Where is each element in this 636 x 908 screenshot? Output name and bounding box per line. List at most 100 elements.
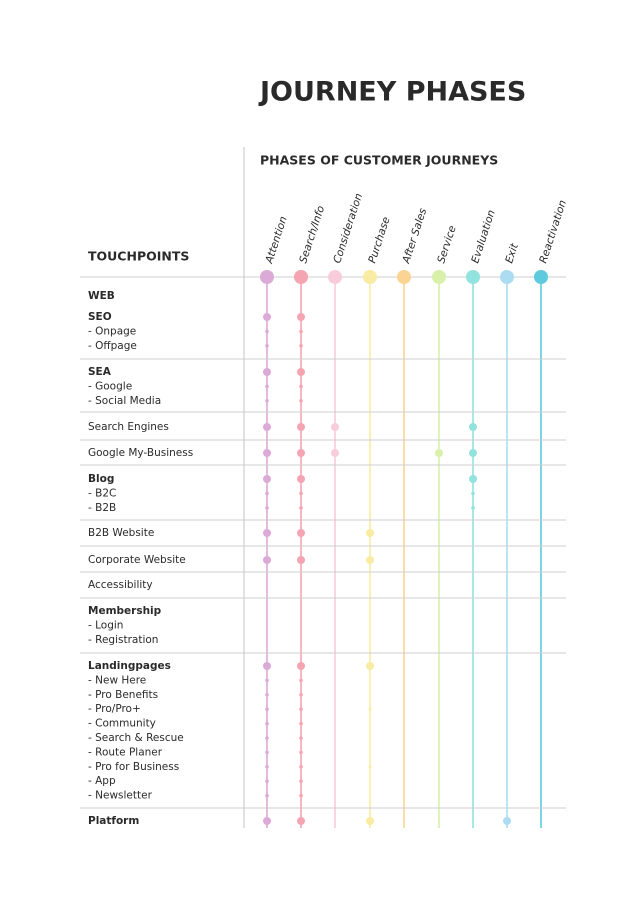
touch-dot bbox=[263, 368, 271, 376]
touchpoint-item: - B2C bbox=[88, 487, 116, 499]
phase-dot bbox=[397, 270, 411, 284]
touch-dot-small bbox=[299, 721, 303, 726]
touchpoint-item: - Community bbox=[88, 718, 156, 730]
touch-dot bbox=[297, 529, 305, 537]
touch-dot-small bbox=[299, 329, 303, 334]
touch-dot-small bbox=[299, 779, 303, 783]
touch-dot-small bbox=[299, 793, 303, 798]
phase-label: Consideration bbox=[331, 192, 365, 265]
touch-dot bbox=[297, 556, 305, 564]
touch-dot bbox=[263, 556, 271, 564]
touch-dot-small bbox=[265, 736, 269, 740]
touchpoints-label: TOUCHPOINTS bbox=[88, 249, 189, 264]
touch-dot bbox=[263, 423, 271, 431]
touchpoint: WEB bbox=[88, 290, 115, 302]
touchpoint-item: - New Here bbox=[88, 674, 146, 686]
touch-dot bbox=[297, 313, 305, 321]
phase-label: Exit bbox=[503, 241, 521, 264]
touchpoint: Search Engines bbox=[88, 421, 169, 433]
touch-dot-small bbox=[471, 506, 475, 510]
touchpoint: Membership bbox=[88, 605, 162, 617]
touch-dot bbox=[263, 475, 271, 483]
touch-dot-small bbox=[299, 506, 303, 510]
touch-dot bbox=[366, 817, 374, 825]
touchpoint: Accessibility bbox=[88, 579, 153, 591]
touchpoint-item: - App bbox=[88, 775, 116, 787]
touch-dot-small bbox=[299, 707, 303, 711]
touch-dot-small bbox=[299, 750, 303, 755]
touchpoint-item: - Route Planer bbox=[88, 746, 163, 758]
touch-dot bbox=[503, 817, 511, 825]
touch-dot-small bbox=[299, 736, 303, 740]
touchpoint-item: - Google bbox=[88, 380, 132, 392]
phase-dot bbox=[466, 270, 480, 284]
phase-label: Attention bbox=[263, 215, 290, 266]
phase-dot bbox=[363, 270, 377, 284]
touchpoint: Google My-Business bbox=[88, 447, 193, 459]
touch-dot-small bbox=[471, 491, 475, 496]
phase-label: After Sales bbox=[400, 206, 430, 265]
touch-dot bbox=[297, 662, 305, 670]
touch-dot-small bbox=[265, 765, 269, 769]
touch-dot-small bbox=[265, 693, 269, 697]
touch-dot-small bbox=[265, 491, 269, 496]
touch-dot-small bbox=[265, 399, 269, 403]
phase-label: Reactivation bbox=[537, 199, 569, 265]
touch-dot-small bbox=[299, 344, 303, 348]
touchpoint: Blog bbox=[88, 473, 114, 485]
subtitle: PHASES OF CUSTOMER JOURNEYS bbox=[260, 153, 498, 168]
touch-dot bbox=[263, 313, 271, 321]
touch-dot-small bbox=[368, 765, 372, 769]
touch-dot bbox=[469, 475, 477, 483]
touchpoint: Platform bbox=[88, 815, 139, 827]
title: JOURNEY PHASES bbox=[258, 77, 526, 108]
touch-dot bbox=[366, 529, 374, 537]
phase-dot bbox=[500, 270, 514, 284]
touch-dot-small bbox=[265, 707, 269, 711]
touch-dot bbox=[297, 368, 305, 376]
touch-dot bbox=[263, 662, 271, 670]
touch-dot bbox=[263, 529, 271, 537]
touch-dot-small bbox=[265, 793, 269, 798]
phase-dot bbox=[534, 270, 548, 284]
touch-dot-small bbox=[265, 750, 269, 755]
phase-label: Search/Info bbox=[297, 204, 327, 265]
touchpoint-item: - Offpage bbox=[88, 340, 137, 352]
touchpoint-item: - Onpage bbox=[88, 325, 136, 337]
touch-dot-small bbox=[265, 506, 269, 510]
touch-dot bbox=[469, 423, 477, 431]
touch-dot-small bbox=[265, 329, 269, 334]
touch-dot bbox=[297, 817, 305, 825]
touch-dot-small bbox=[265, 678, 269, 683]
touch-dot-small bbox=[299, 693, 303, 697]
touch-dot bbox=[331, 423, 339, 431]
touch-dot bbox=[435, 449, 443, 457]
touch-dot-small bbox=[299, 384, 303, 389]
touchpoint: B2B Website bbox=[88, 527, 154, 539]
touch-dot-small bbox=[265, 721, 269, 726]
touch-dot-small bbox=[265, 779, 269, 783]
phase-label: Service bbox=[435, 224, 458, 265]
touchpoint: SEA bbox=[88, 366, 112, 378]
touchpoint-item: - Pro Benefits bbox=[88, 689, 158, 701]
touchpoint-item: - B2B bbox=[88, 502, 116, 514]
touchpoint-item: - Login bbox=[88, 619, 123, 631]
touchpoint: SEO bbox=[88, 311, 112, 323]
touch-dot bbox=[297, 423, 305, 431]
touch-dot bbox=[263, 449, 271, 457]
touchpoint-item: - Search & Rescue bbox=[88, 732, 184, 744]
touch-dot bbox=[366, 662, 374, 670]
touch-dot bbox=[263, 817, 271, 825]
touch-dot bbox=[366, 556, 374, 564]
touch-dot-small bbox=[299, 491, 303, 496]
phase-label: Evaluation bbox=[469, 208, 498, 264]
touchpoint: Corporate Website bbox=[88, 554, 186, 566]
touch-dot bbox=[331, 449, 339, 457]
touch-dot bbox=[297, 475, 305, 483]
phase-dot bbox=[260, 270, 274, 284]
touch-dot-small bbox=[265, 384, 269, 389]
touch-dot bbox=[469, 449, 477, 457]
touchpoint-item: - Registration bbox=[88, 634, 158, 646]
touch-dot-small bbox=[299, 399, 303, 403]
